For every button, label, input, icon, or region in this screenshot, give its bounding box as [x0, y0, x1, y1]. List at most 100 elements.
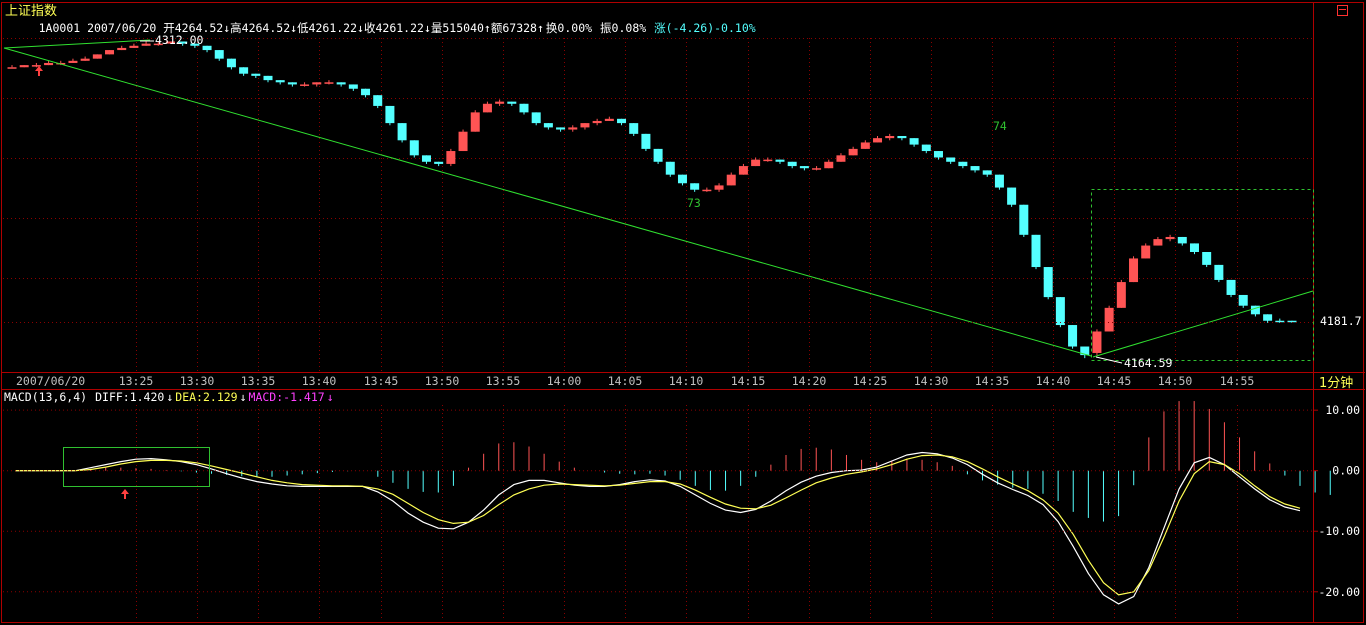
candle	[726, 172, 736, 186]
candle	[812, 166, 822, 171]
candle	[129, 43, 139, 48]
candle	[580, 123, 590, 130]
grid	[3, 38, 1312, 620]
candle	[507, 101, 517, 106]
candle	[702, 187, 712, 192]
candle	[105, 50, 115, 55]
candle	[348, 84, 358, 91]
annotation-74: 74	[993, 119, 1007, 133]
candle	[946, 157, 956, 164]
candle	[19, 65, 29, 68]
low-marker-line	[1095, 356, 1123, 364]
quote-info: 1A0001 2007/06/20 开4264.52↓高4264.52↓低426…	[4, 21, 776, 35]
candle	[1068, 325, 1078, 349]
time-tick-label: 14:00	[547, 374, 582, 388]
candle	[165, 41, 175, 44]
candle	[690, 183, 700, 192]
candle	[751, 157, 761, 167]
candle	[178, 41, 188, 46]
candle	[531, 112, 541, 126]
candle	[1019, 204, 1029, 237]
candle	[373, 95, 383, 109]
candle	[153, 41, 163, 46]
macd-header: MACD(13,6,4) DIFF:1.420 ↓ DEA:2.129 ↓ MACD:-1…	[4, 390, 334, 404]
annotation-73: 73	[687, 196, 701, 210]
candle	[251, 73, 261, 78]
time-tick-label: 13:25	[119, 374, 154, 388]
time-tick-label: 14:25	[853, 374, 888, 388]
macd-tick-label: -20.00	[1318, 585, 1360, 599]
candles	[7, 41, 1297, 359]
candle	[604, 116, 614, 121]
candle	[641, 133, 651, 152]
candle	[556, 127, 566, 132]
macd-tick-label: 10.00	[1325, 403, 1360, 417]
candle	[799, 166, 809, 171]
period-label: 1分钟	[1319, 375, 1353, 391]
candle	[629, 123, 639, 136]
time-axis: 2007/06/20 13:25 13:30 13:35 13:40 13:45 13:50…	[16, 374, 1254, 388]
time-tick-label: 13:45	[364, 374, 399, 388]
candle	[1116, 279, 1126, 308]
candle	[824, 159, 834, 169]
candle	[117, 45, 127, 51]
candle	[1177, 236, 1187, 246]
candle	[495, 99, 505, 106]
candle	[239, 67, 249, 76]
trend-line-top	[3, 39, 151, 49]
candle	[482, 101, 492, 113]
candle	[470, 110, 480, 132]
index-title: 上证指数	[5, 4, 57, 19]
candle	[434, 161, 444, 167]
candle	[397, 123, 407, 143]
candle	[312, 82, 322, 87]
time-tick-label: 13:55	[486, 374, 521, 388]
candle	[275, 80, 285, 85]
time-tick-label: 13:40	[302, 374, 337, 388]
time-tick-label: 14:20	[792, 374, 827, 388]
time-tick-label: 14:10	[669, 374, 704, 388]
candle	[202, 45, 212, 53]
macd-tick-label: 0.00	[1332, 464, 1360, 478]
candle	[897, 136, 907, 141]
diff-line	[15, 451, 1301, 605]
candle	[592, 118, 602, 126]
time-tick-label: 14:40	[1036, 374, 1071, 388]
time-tick-label: 14:15	[731, 374, 766, 388]
candle	[1141, 243, 1151, 259]
candle	[921, 144, 931, 154]
low-price-marker: 4164.59	[1124, 356, 1173, 370]
candle	[1275, 318, 1285, 323]
candle	[885, 133, 895, 141]
candle	[68, 58, 78, 63]
time-tick-label: 14:50	[1158, 374, 1193, 388]
candle	[31, 62, 41, 68]
candle	[287, 82, 297, 87]
dea-line	[15, 454, 1301, 596]
candle	[1263, 314, 1273, 323]
candle	[994, 174, 1004, 190]
candle	[1226, 279, 1236, 298]
candle	[848, 146, 858, 156]
candle	[1104, 305, 1114, 332]
right-price-label: 4181.7	[1320, 314, 1362, 328]
candle	[909, 138, 919, 147]
candle	[653, 148, 663, 164]
restore-icon[interactable]	[1337, 5, 1348, 16]
zoom-box	[1091, 189, 1314, 361]
buy-arrow-icon	[35, 66, 43, 76]
candle	[226, 58, 236, 70]
candle	[385, 105, 395, 126]
candle	[1092, 329, 1102, 356]
candle	[860, 140, 870, 149]
candle	[300, 82, 310, 87]
macd-buy-arrow-icon	[121, 489, 129, 499]
candle	[336, 82, 346, 87]
candle	[787, 161, 797, 169]
candle	[519, 103, 529, 115]
candle	[141, 41, 151, 46]
time-tick-label: 14:45	[1097, 374, 1132, 388]
time-tick-label: 14:35	[975, 374, 1010, 388]
candle	[324, 80, 334, 85]
